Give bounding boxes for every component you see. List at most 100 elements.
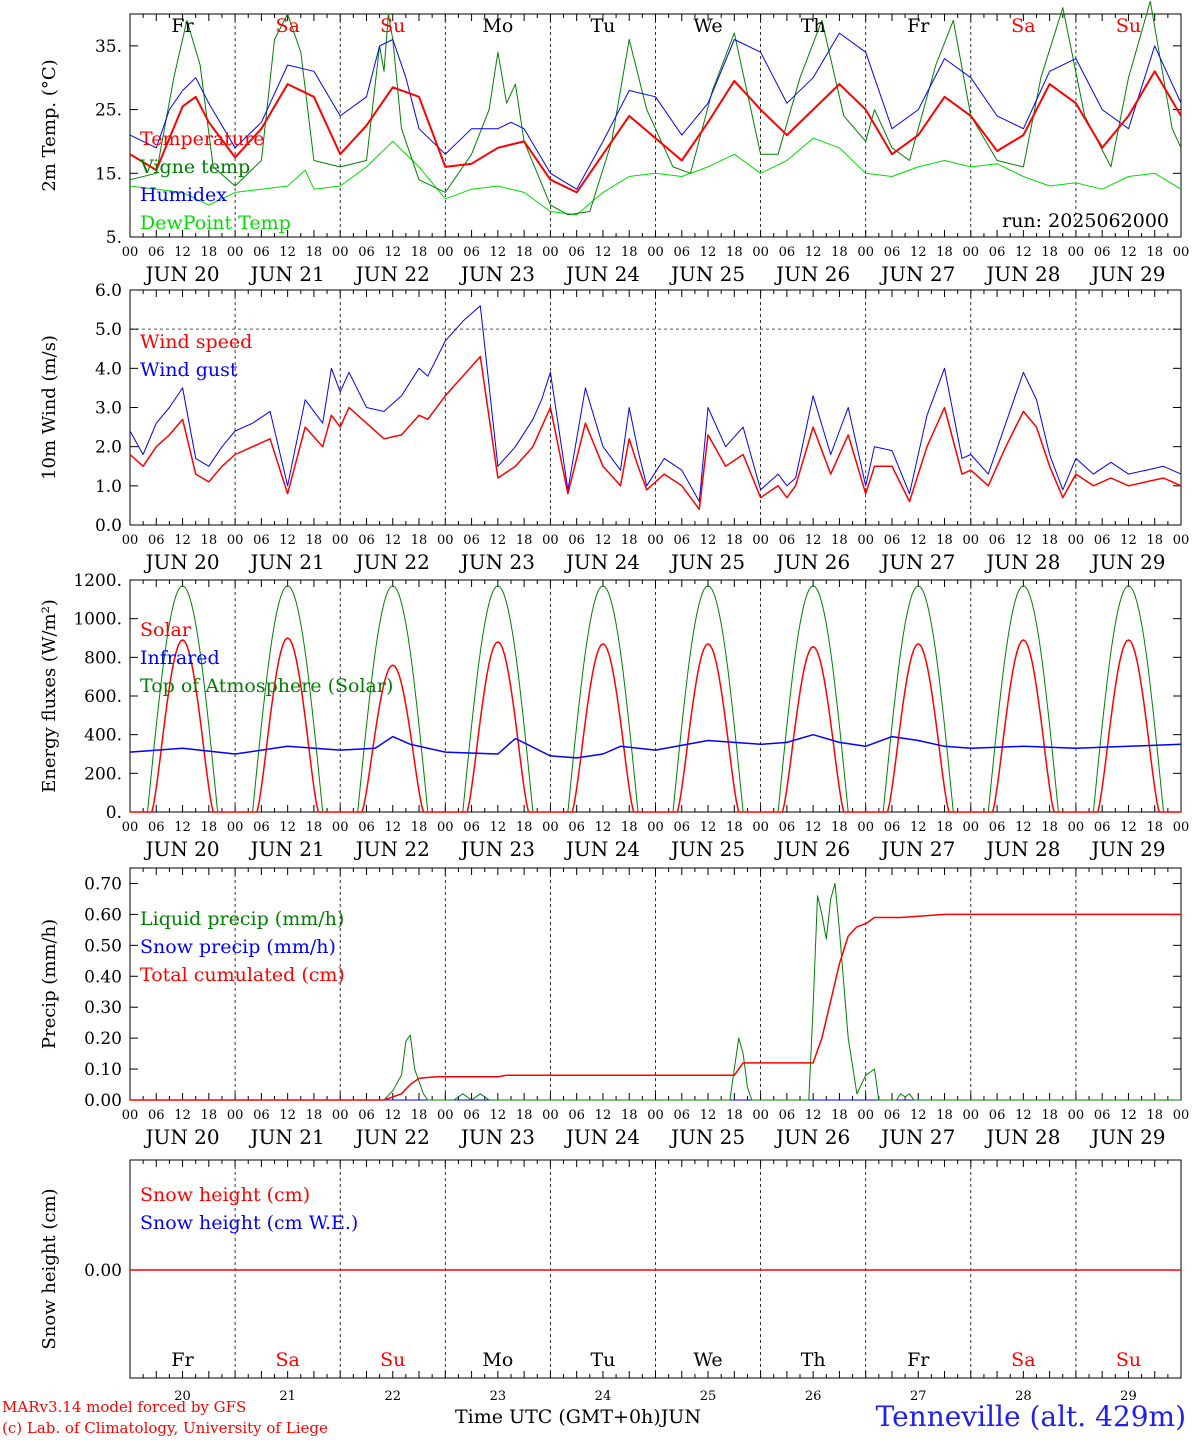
weekday-label: Su: [380, 15, 405, 37]
y-axis-label: 10m Wind (m/s): [39, 335, 60, 480]
hour-tick-label: 00: [647, 245, 664, 260]
hour-tick-label: 06: [884, 245, 901, 260]
weekday-label: We: [693, 1349, 722, 1371]
day-number-label: 25: [700, 1389, 717, 1404]
weekday-label: We: [693, 15, 722, 37]
lab-credit: (c) Lab. of Climatology, University of L…: [2, 1419, 328, 1437]
series-line: [129, 137, 1182, 216]
hour-tick-label: 00: [542, 533, 559, 548]
panel-temp: 00 06 12 18 00 06 12 18 00 06 12 18 00 06 12 18 00 06 12 18…: [39, 0, 1190, 286]
hour-tick-label: 18: [516, 820, 533, 835]
hour-tick-label: 00: [752, 245, 769, 260]
day-label: JUN 20: [143, 837, 219, 861]
hour-tick-label: 06: [358, 245, 375, 260]
weekday-label: Mo: [482, 15, 513, 37]
y-tick-label: 25.: [95, 101, 122, 121]
hour-tick-label: 00: [542, 245, 559, 260]
hour-tick-label: 18: [1146, 1108, 1163, 1123]
hour-tick-label: 12: [174, 820, 191, 835]
hour-tick-label: 06: [779, 1108, 796, 1123]
hour-tick-label: 12: [805, 245, 822, 260]
y-axis-label: 2m Temp. (°C): [39, 59, 60, 191]
day-number-label: 24: [595, 1389, 612, 1404]
hour-tick-label: 18: [621, 533, 638, 548]
hour-tick-label: 00: [332, 820, 349, 835]
day-label: JUN 26: [774, 1125, 850, 1149]
legend-entry: Snow precip (mm/h): [140, 936, 336, 958]
y-axis-label: Snow height (cm): [39, 1188, 60, 1349]
hour-tick-label: 06: [253, 1108, 270, 1123]
day-label: JUN 23: [459, 550, 535, 574]
hour-tick-label: 18: [831, 1108, 848, 1123]
hour-tick-label: 12: [384, 1108, 401, 1123]
hour-tick-label: 12: [910, 1108, 927, 1123]
hour-tick-label: 00: [437, 245, 454, 260]
day-label: JUN 28: [984, 550, 1060, 574]
hour-tick-label: 12: [595, 245, 612, 260]
hour-tick-label: 06: [989, 533, 1006, 548]
hour-tick-label: 00: [227, 1108, 244, 1123]
hour-tick-label: 12: [910, 245, 927, 260]
hour-tick-label: 18: [1146, 245, 1163, 260]
legend-entry: Temperature: [140, 128, 264, 150]
y-tick-label: 1000.: [73, 610, 122, 630]
hour-tick-label: 00: [857, 533, 874, 548]
day-number-label: 27: [910, 1389, 927, 1404]
hour-tick-label: 18: [1041, 820, 1058, 835]
hour-tick-label: 18: [621, 245, 638, 260]
y-tick-label: 200.: [84, 764, 122, 784]
day-label: JUN 26: [774, 262, 850, 286]
hour-tick-label: 00: [963, 245, 980, 260]
hour-tick-label: 18: [726, 1108, 743, 1123]
hour-tick-label: 12: [1120, 533, 1137, 548]
hour-tick-label: 06: [568, 820, 585, 835]
hour-tick-label: 06: [253, 533, 270, 548]
hour-tick-label: 12: [700, 820, 717, 835]
hour-tick-label: 18: [201, 1108, 218, 1123]
x-axis-title: Time UTC (GMT+0h)JUN: [455, 1406, 701, 1428]
legend-entry: Snow height (cm W.E.): [140, 1212, 358, 1234]
y-tick-label: 0.30: [84, 998, 122, 1018]
weekday-label: Sa: [1011, 15, 1035, 37]
hour-tick-label: 12: [490, 1108, 507, 1123]
hour-tick-label: 12: [700, 245, 717, 260]
hour-tick-label: 06: [358, 1108, 375, 1123]
legend-entry: Infrared: [140, 647, 220, 669]
hour-tick-label: 18: [831, 245, 848, 260]
hour-tick-label: 00: [437, 533, 454, 548]
day-label: JUN 27: [879, 262, 955, 286]
y-tick-label: 0.20: [84, 1029, 122, 1049]
day-label: JUN 29: [1089, 262, 1165, 286]
hour-tick-label: 06: [463, 820, 480, 835]
weekday-label: Th: [801, 15, 826, 37]
day-label: JUN 22: [354, 550, 430, 574]
day-label: JUN 28: [984, 1125, 1060, 1149]
hour-tick-label: 12: [700, 533, 717, 548]
hour-tick-label: 12: [1015, 1108, 1032, 1123]
day-label: JUN 24: [564, 1125, 640, 1149]
hour-tick-label: 06: [1094, 820, 1111, 835]
y-tick-label: 0.00: [84, 1261, 122, 1281]
hour-tick-label: 00: [752, 1108, 769, 1123]
hour-tick-label: 06: [463, 1108, 480, 1123]
y-tick-label: 35.: [95, 37, 122, 57]
day-label: JUN 25: [669, 262, 745, 286]
weekday-label: Fr: [171, 15, 194, 37]
hour-tick-label: 06: [779, 245, 796, 260]
hour-tick-label: 06: [1094, 1108, 1111, 1123]
day-label: JUN 25: [669, 837, 745, 861]
hour-tick-label: 12: [805, 820, 822, 835]
hour-tick-label: 00: [1173, 245, 1190, 260]
hour-tick-label: 12: [805, 533, 822, 548]
hour-tick-label: 18: [306, 1108, 323, 1123]
hour-tick-label: 00: [122, 245, 139, 260]
legend-entry: Wind speed: [140, 331, 252, 353]
series-line: [130, 913, 1181, 1101]
hour-tick-label: 12: [279, 245, 296, 260]
hour-tick-label: 00: [332, 245, 349, 260]
hour-tick-label: 18: [411, 245, 428, 260]
hour-tick-label: 12: [279, 820, 296, 835]
hour-tick-label: 12: [490, 533, 507, 548]
hour-tick-label: 06: [568, 1108, 585, 1123]
run-annotation: run: 2025062000: [1002, 210, 1169, 232]
